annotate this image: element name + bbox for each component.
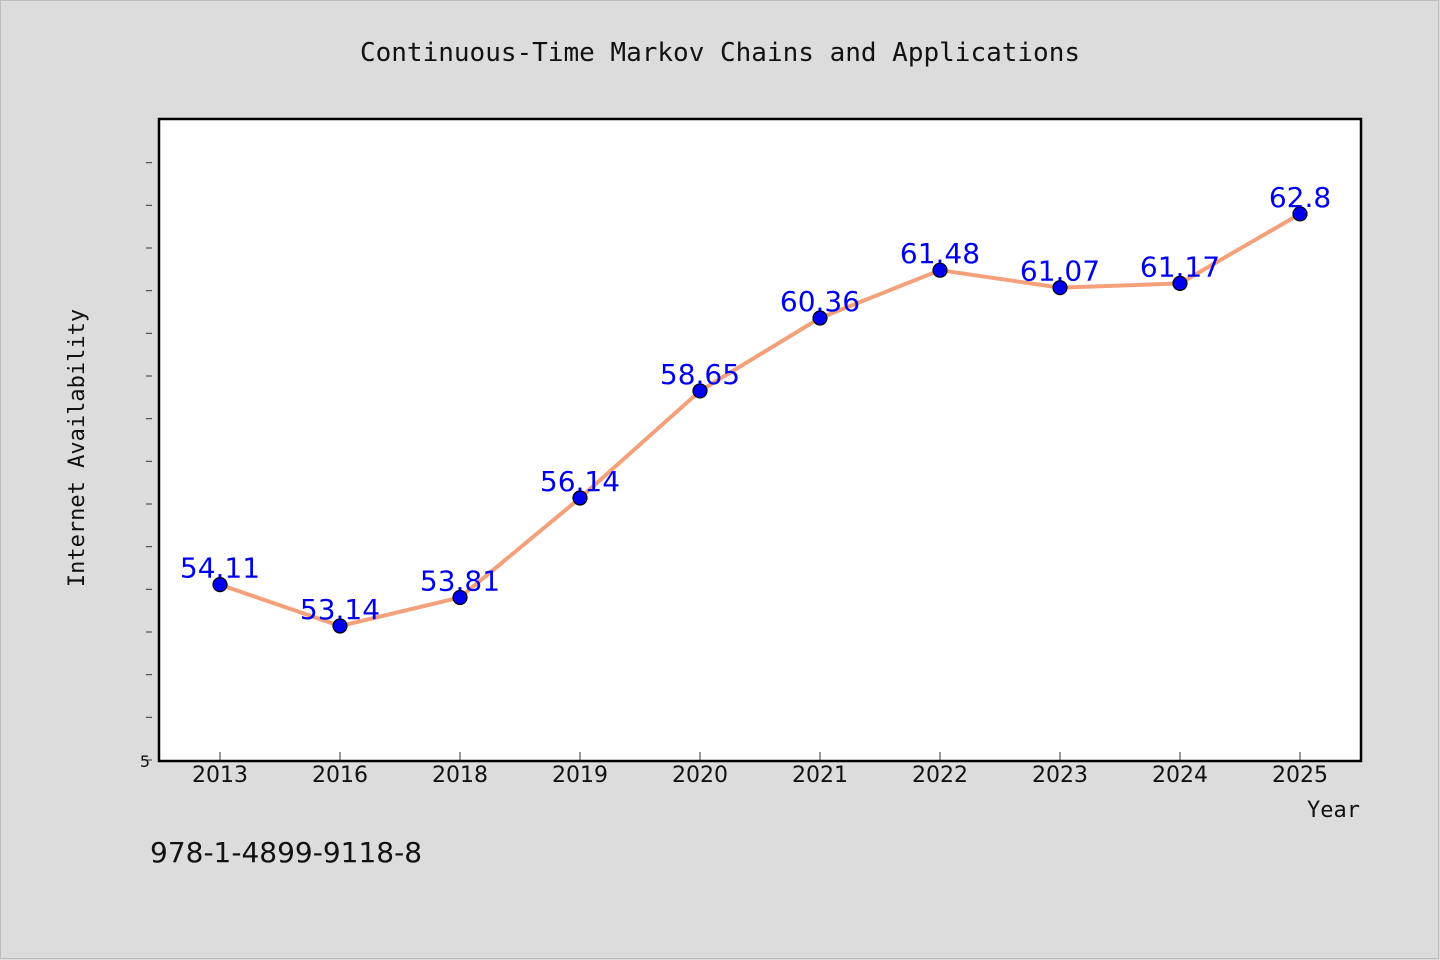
- data-label: 53.14: [300, 593, 380, 626]
- data-labels: 54.11 53.14 53.81 56.14 58.65 60.36 61.48 61.07…: [180, 181, 1331, 626]
- data-point: [212, 577, 228, 593]
- data-points: [212, 206, 1308, 634]
- data-label: 61.48: [900, 237, 980, 270]
- data-point: [452, 589, 468, 606]
- x-tick-label: 2022: [912, 763, 968, 788]
- x-tick-label: 2025: [1272, 763, 1328, 788]
- x-axis-ticks: [219, 752, 1301, 760]
- x-tick-label: 2019: [552, 763, 608, 788]
- data-point: [332, 618, 348, 634]
- x-tick-label: 2023: [1032, 763, 1088, 788]
- y-axis-label: Internet Availability: [65, 309, 90, 587]
- data-point: [572, 490, 588, 506]
- data-label: 60.36: [780, 285, 860, 318]
- data-point: [932, 262, 948, 278]
- x-tick-label: 2020: [672, 763, 728, 788]
- data-label: 61.07: [1020, 255, 1100, 288]
- data-point: [692, 383, 708, 399]
- chart-title: Continuous-Time Markov Chains and Applic…: [360, 38, 1080, 68]
- plot-area: [157, 117, 1363, 763]
- isbn-text: 978-1-4899-9118-8: [150, 836, 422, 869]
- data-label: 56.14: [540, 465, 620, 498]
- data-label: 54.11: [180, 552, 260, 585]
- y-axis-tick-label: 5: [140, 752, 150, 771]
- x-tick-label: 2013: [192, 763, 248, 788]
- data-point: [1292, 206, 1308, 222]
- data-point: [1172, 275, 1188, 292]
- x-axis-label: Year: [1307, 798, 1360, 823]
- x-tick-label: 2024: [1152, 763, 1208, 788]
- x-tick-label: 2018: [432, 763, 488, 788]
- data-point: [812, 310, 828, 326]
- data-point: [1052, 280, 1068, 296]
- x-tick-label: 2021: [792, 763, 848, 788]
- x-tick-label: 2016: [312, 763, 368, 788]
- data-label: 53.81: [420, 564, 500, 597]
- data-label: 61.17: [1140, 250, 1220, 283]
- data-label: 58.65: [660, 358, 740, 391]
- x-axis-tick-labels: 2013 2016 2018 2019 2020 2021 2022 2023 2024 2025: [192, 763, 1328, 788]
- y-axis-ticks: [146, 162, 152, 761]
- data-label: 62.8: [1269, 181, 1331, 214]
- series-line: [218, 211, 1302, 629]
